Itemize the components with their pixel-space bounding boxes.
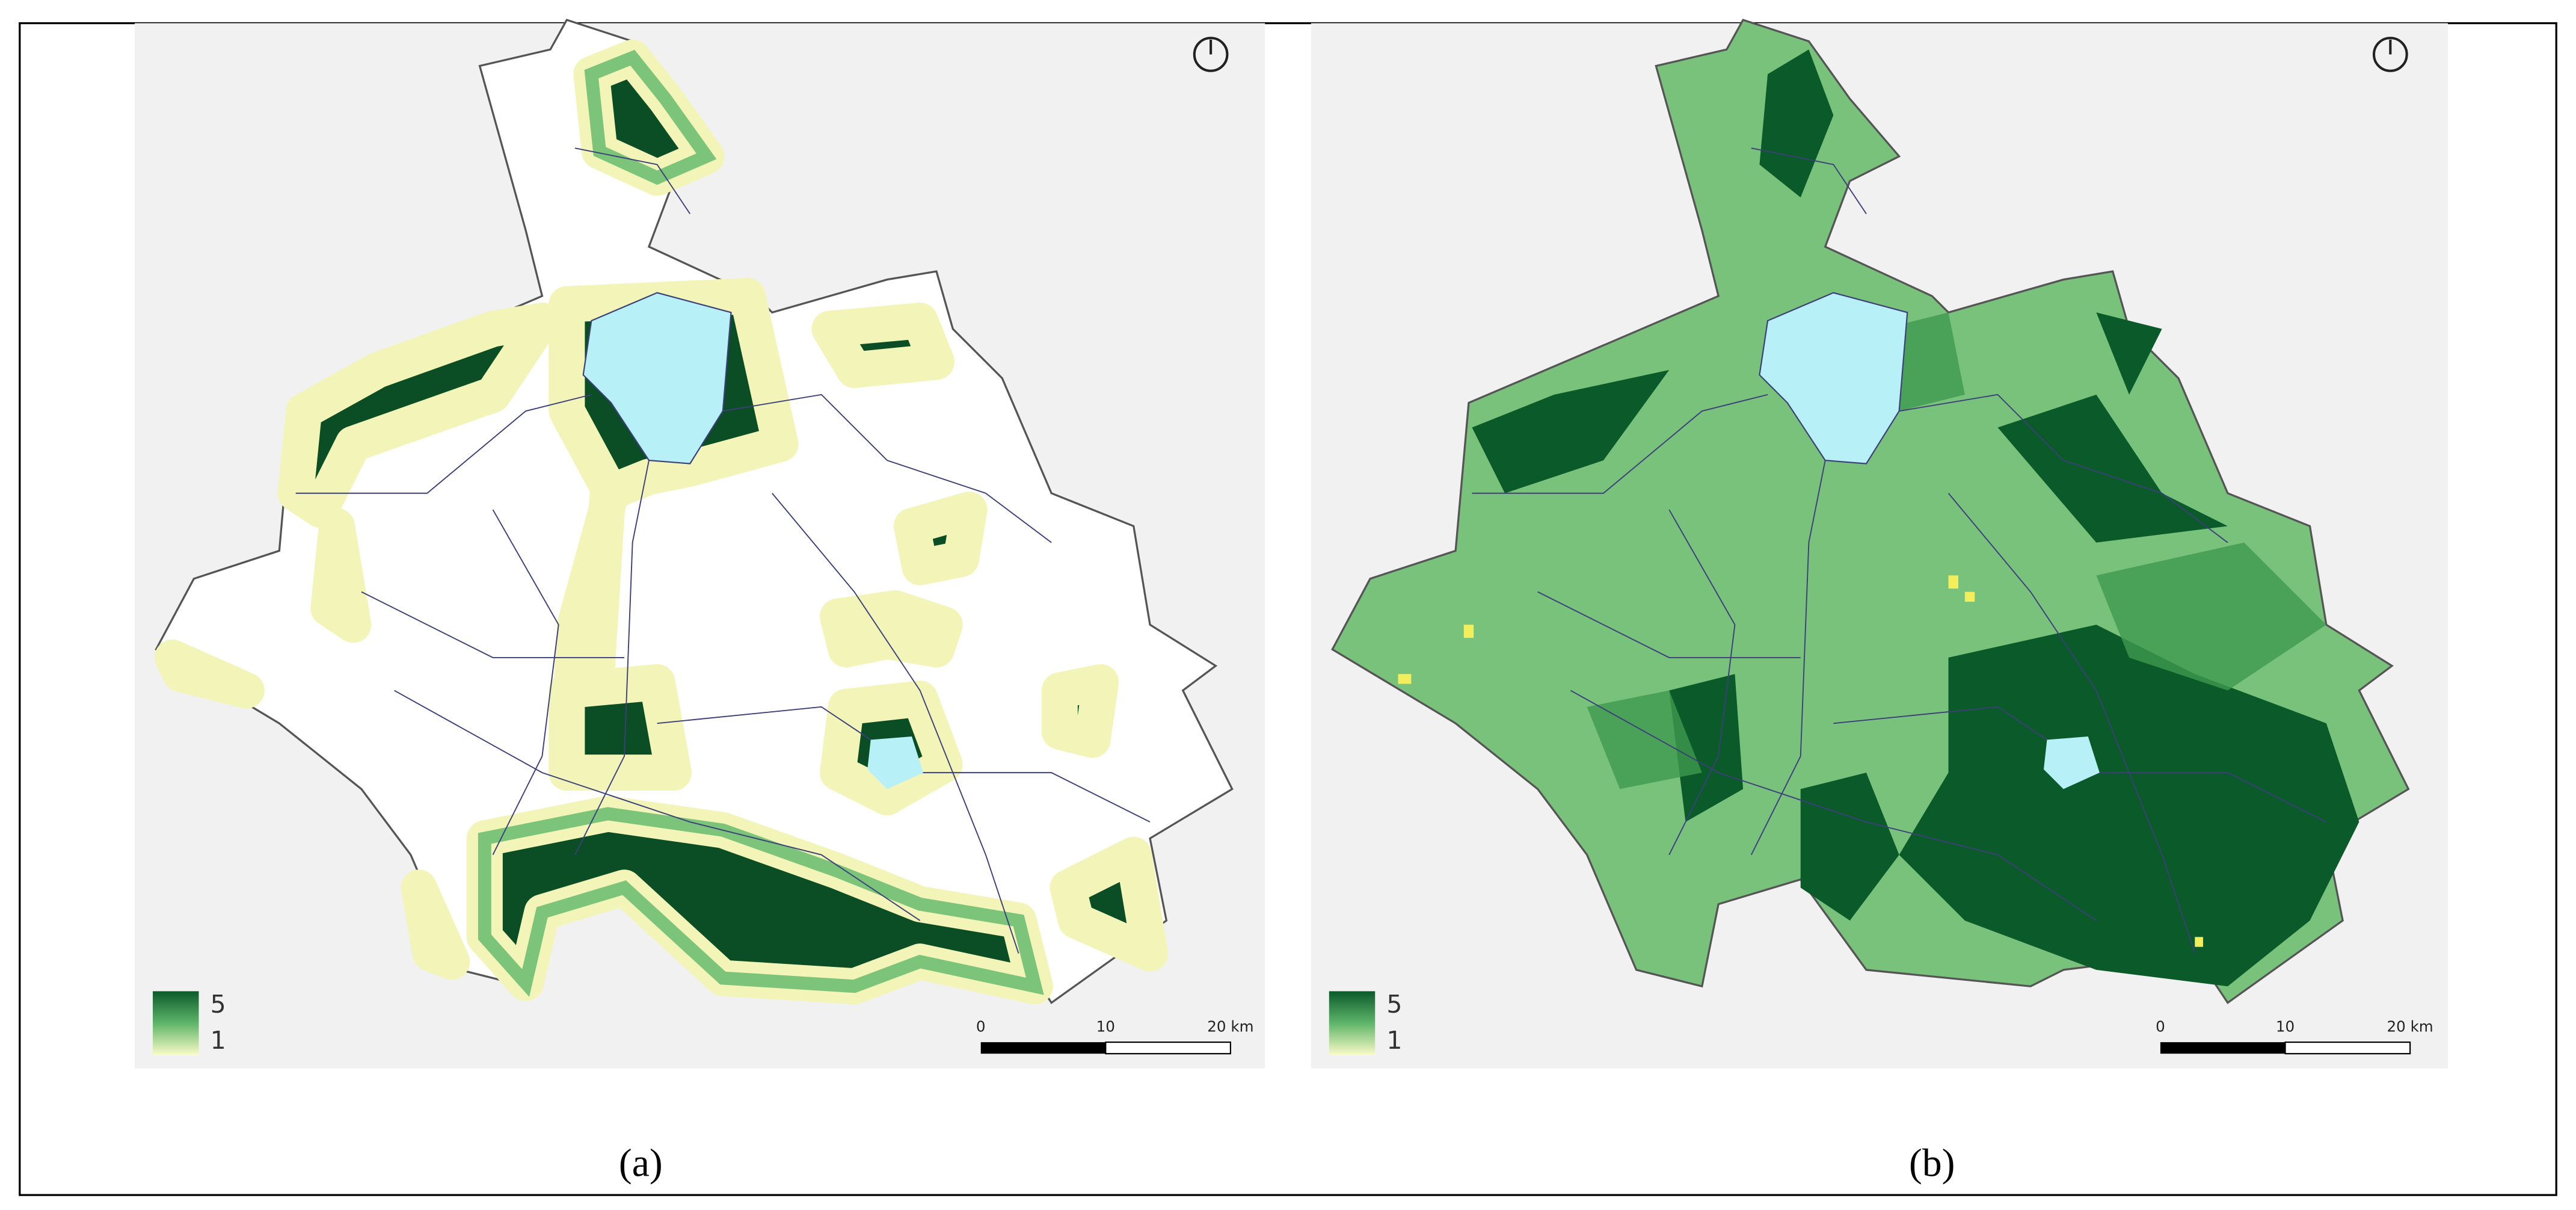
panel-a xyxy=(134,19,1265,1069)
scale-label: 0 xyxy=(2156,1017,2165,1035)
lake xyxy=(2043,736,2100,789)
scale-bar xyxy=(1105,1041,1231,1055)
scale-label: 10 xyxy=(1096,1017,1115,1035)
legend-swatch xyxy=(153,991,199,1055)
legend-swatch xyxy=(1329,991,1376,1055)
scale-label: 0 xyxy=(976,1017,986,1035)
north-arrow xyxy=(2372,37,2408,72)
scale-bar xyxy=(980,1042,1106,1054)
scale-label: 20 km xyxy=(1207,1017,1253,1035)
legend-max: 5 xyxy=(1386,990,1402,1019)
legend-max: 5 xyxy=(211,990,226,1019)
lake xyxy=(867,736,924,789)
scale-bar xyxy=(2160,1042,2286,1054)
caption: (b) xyxy=(1909,1142,1955,1185)
suitability-zones xyxy=(1472,49,2359,987)
scale-bar xyxy=(2284,1041,2411,1055)
caption: (a) xyxy=(619,1142,663,1185)
annotations: 51 0 10 20 km(a)51 0 10 20 km(b) xyxy=(153,990,2433,1185)
panel-b xyxy=(1311,19,2448,1069)
scale-label: 20 km xyxy=(2387,1017,2433,1035)
legend-min: 1 xyxy=(211,1026,226,1055)
north-arrow xyxy=(1193,37,1229,72)
legend-min: 1 xyxy=(1386,1026,1402,1055)
scale-label: 10 xyxy=(2276,1017,2295,1035)
